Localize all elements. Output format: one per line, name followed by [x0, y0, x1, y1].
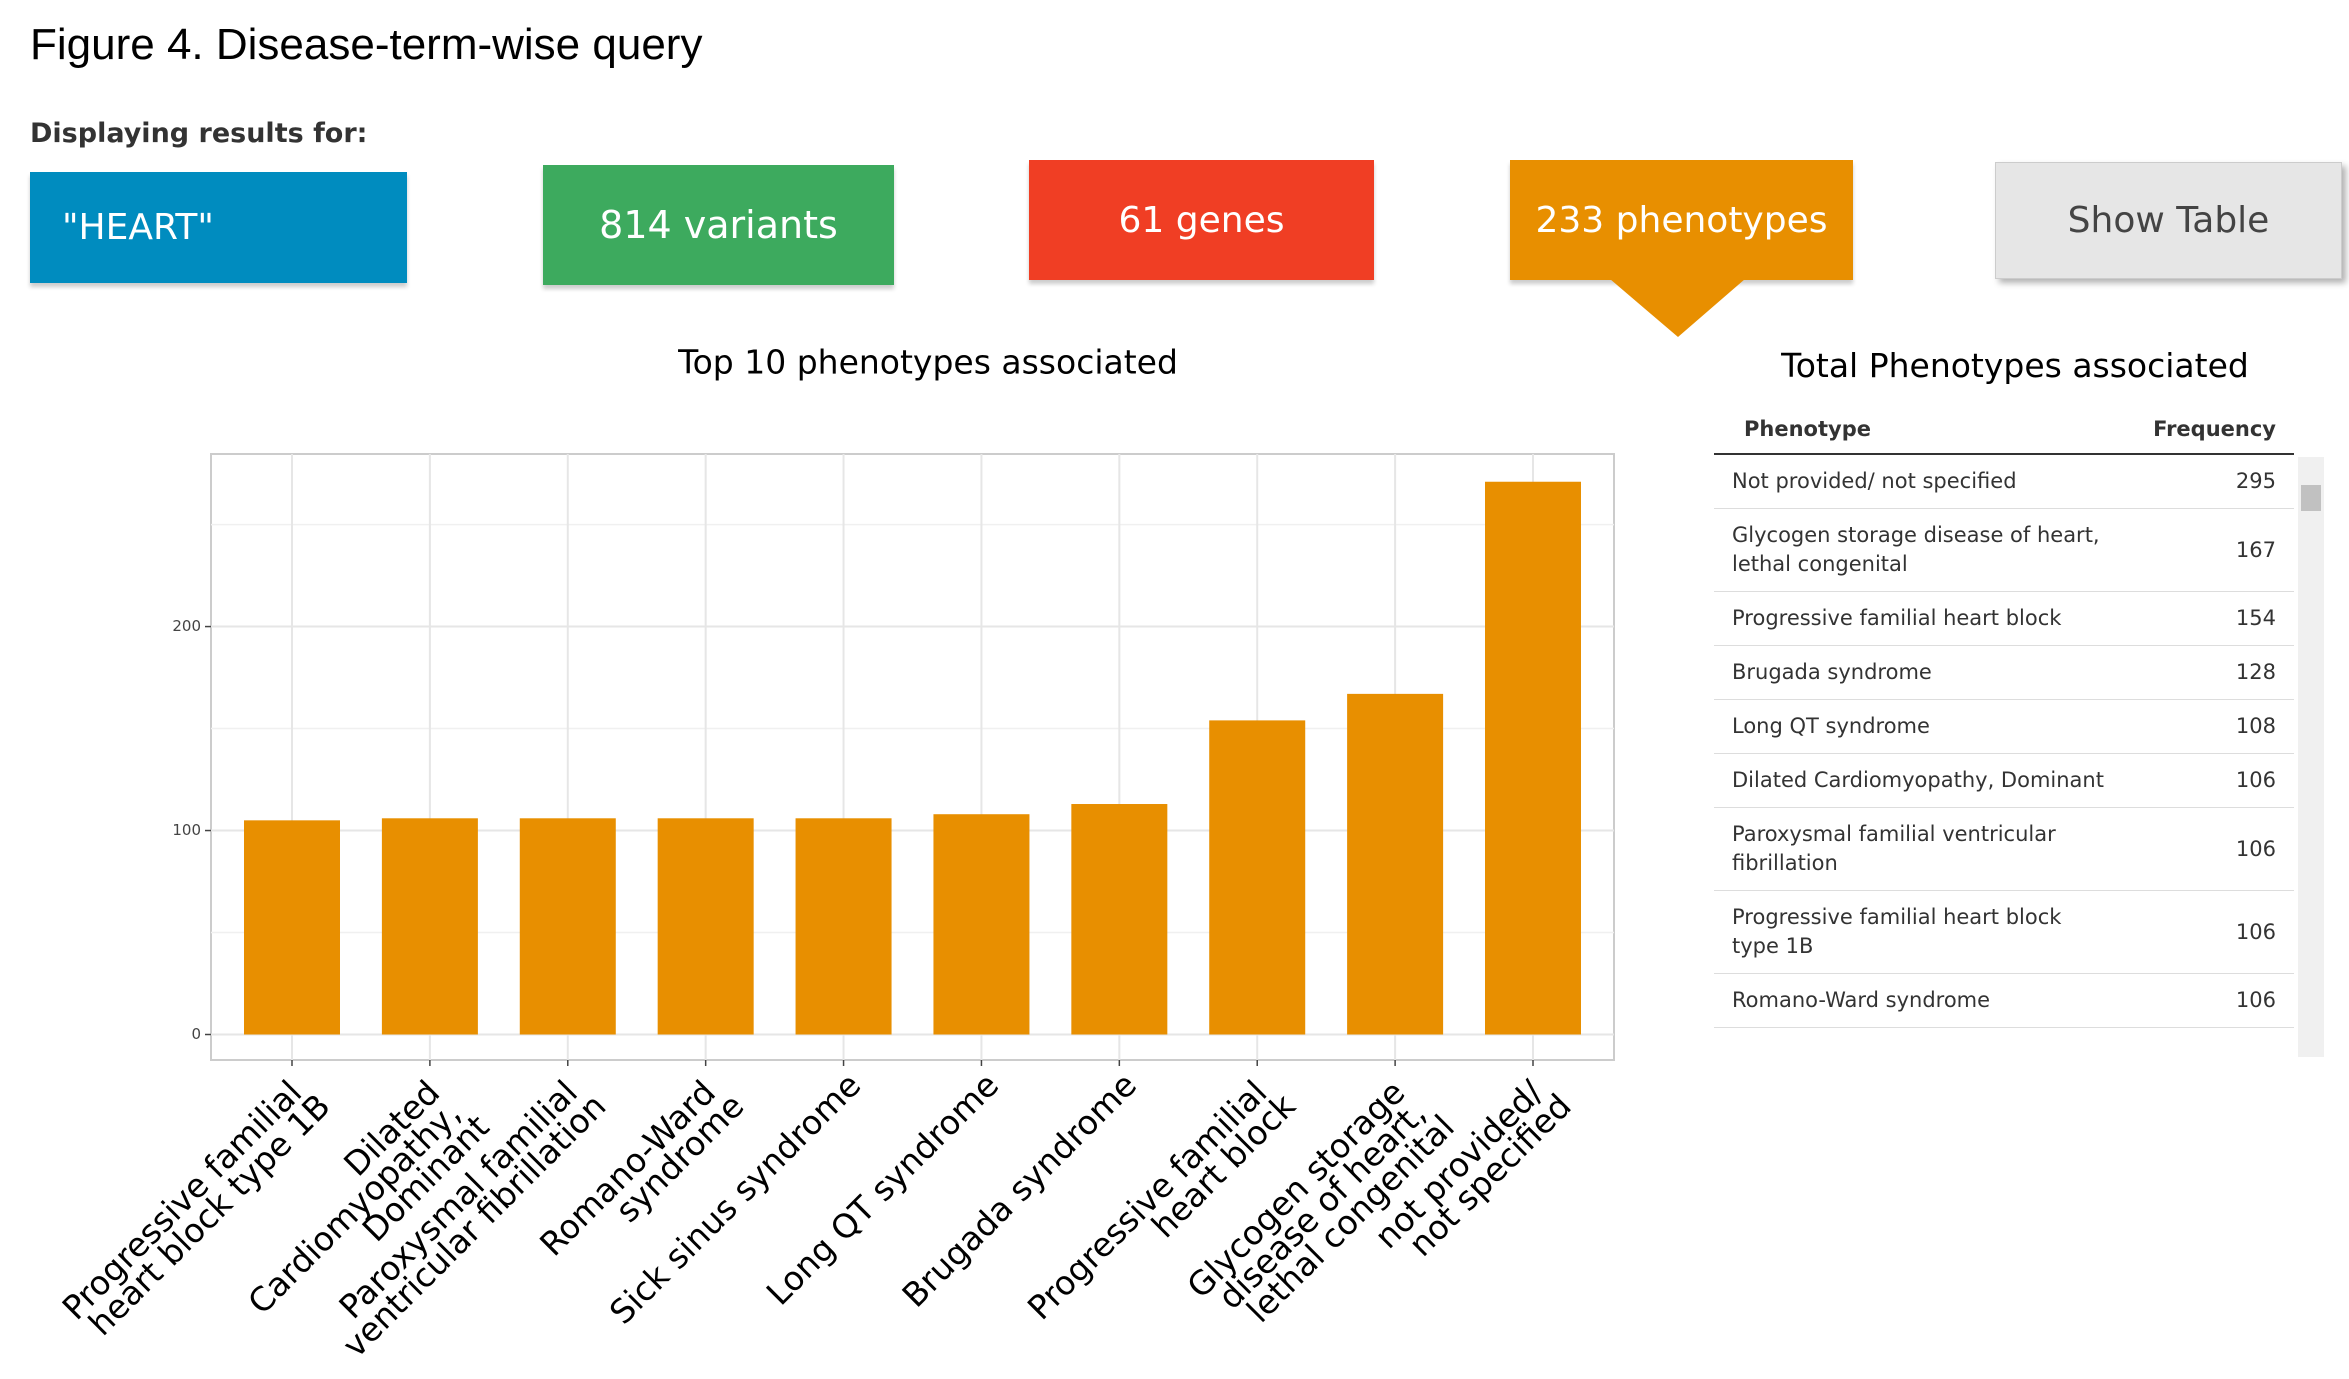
frequency-cell: 106 — [2123, 890, 2294, 974]
frequency-cell: 154 — [2123, 591, 2294, 646]
column-header[interactable]: Frequency — [2123, 405, 2294, 455]
bar — [1485, 481, 1581, 1035]
frequency-cell: 167 — [2123, 508, 2294, 592]
phenotypes-box[interactable]: 233 phenotypes — [1510, 160, 1853, 280]
table-title: Total Phenotypes associated — [1781, 346, 2249, 385]
x-tick-label: Brugada syndrome — [894, 1065, 1144, 1315]
table-row: Progressive familial heart block type 1B… — [1714, 890, 2294, 974]
selection-arrow — [1610, 279, 1745, 337]
phenotype-table: Phenotype Frequency Not provided/ not sp… — [1714, 405, 2294, 1028]
genes-box[interactable]: 61 genes — [1029, 160, 1374, 280]
phenotype-cell: Glycogen storage disease of heart, letha… — [1714, 508, 2124, 592]
y-tick-label: 200 — [172, 617, 201, 635]
table-row: Not provided/ not specified 295 — [1714, 454, 2294, 509]
table-row: Progressive familial heart block 154 — [1714, 591, 2294, 646]
phenotype-cell: Long QT syndrome — [1714, 699, 2124, 754]
frequency-cell: 106 — [2123, 807, 2294, 891]
frequency-cell: 128 — [2123, 645, 2294, 700]
chart: Top 10 phenotypes associated 0 100 200 Prog… — [54, 343, 1615, 1365]
show-table-button[interactable]: Show Table — [1995, 162, 2342, 279]
phenotype-cell: Paroxysmal familial ventricular fibrilla… — [1714, 807, 2124, 891]
phenotype-cell: Brugada syndrome — [1714, 645, 2124, 700]
bar — [795, 818, 892, 1035]
table-row: Long QT syndrome 108 — [1714, 699, 2294, 754]
chart-title: Top 10 phenotypes associated — [677, 343, 1178, 382]
phenotype-cell: Dilated Cardiomyopathy, Dominant — [1714, 753, 2124, 808]
table-wrap: Phenotype Frequency Not provided/ not sp… — [1714, 405, 2294, 1028]
phenotype-cell: Progressive familial heart block type 1B — [1714, 890, 2124, 974]
table-row: Brugada syndrome 128 — [1714, 645, 2294, 700]
table-row: Glycogen storage disease of heart, letha… — [1714, 508, 2294, 592]
phenotype-cell: Not provided/ not specified — [1714, 454, 2124, 509]
results-label: Displaying results for: — [30, 118, 368, 149]
scrollbar[interactable] — [2298, 457, 2324, 1057]
bar — [1071, 804, 1168, 1035]
phenotype-cell: Progressive familial heart block — [1714, 591, 2124, 646]
frequency-cell: 106 — [2123, 753, 2294, 808]
bar — [519, 818, 616, 1035]
y-tick-label: 0 — [191, 1025, 201, 1043]
variants-box[interactable]: 814 variants — [543, 165, 894, 285]
frequency-cell: 106 — [2123, 973, 2294, 1028]
bar — [244, 820, 340, 1035]
bar — [381, 818, 478, 1035]
bar — [657, 818, 754, 1035]
figure-title: Figure 4. Disease-term-wise query — [30, 20, 703, 69]
table-row: Paroxysmal familial ventricular fibrilla… — [1714, 807, 2294, 891]
column-header[interactable]: Phenotype — [1714, 405, 2124, 455]
query-box: "HEART" — [30, 172, 407, 283]
x-tick-label: Long QT syndrome — [758, 1065, 1006, 1313]
phenotype-cell: Romano-Ward syndrome — [1714, 973, 2124, 1028]
bar — [1347, 693, 1444, 1035]
frequency-cell: 108 — [2123, 699, 2294, 754]
x-tick-label: Progressive familial heart block type 1B — [54, 1065, 337, 1348]
bar — [1209, 720, 1306, 1035]
table-row: Romano-Ward syndrome 106 — [1714, 973, 2294, 1028]
frequency-cell: 295 — [2123, 454, 2294, 509]
bar — [933, 814, 1030, 1035]
table-row: Dilated Cardiomyopathy, Dominant 106 — [1714, 753, 2294, 808]
y-tick-label: 100 — [172, 821, 201, 839]
